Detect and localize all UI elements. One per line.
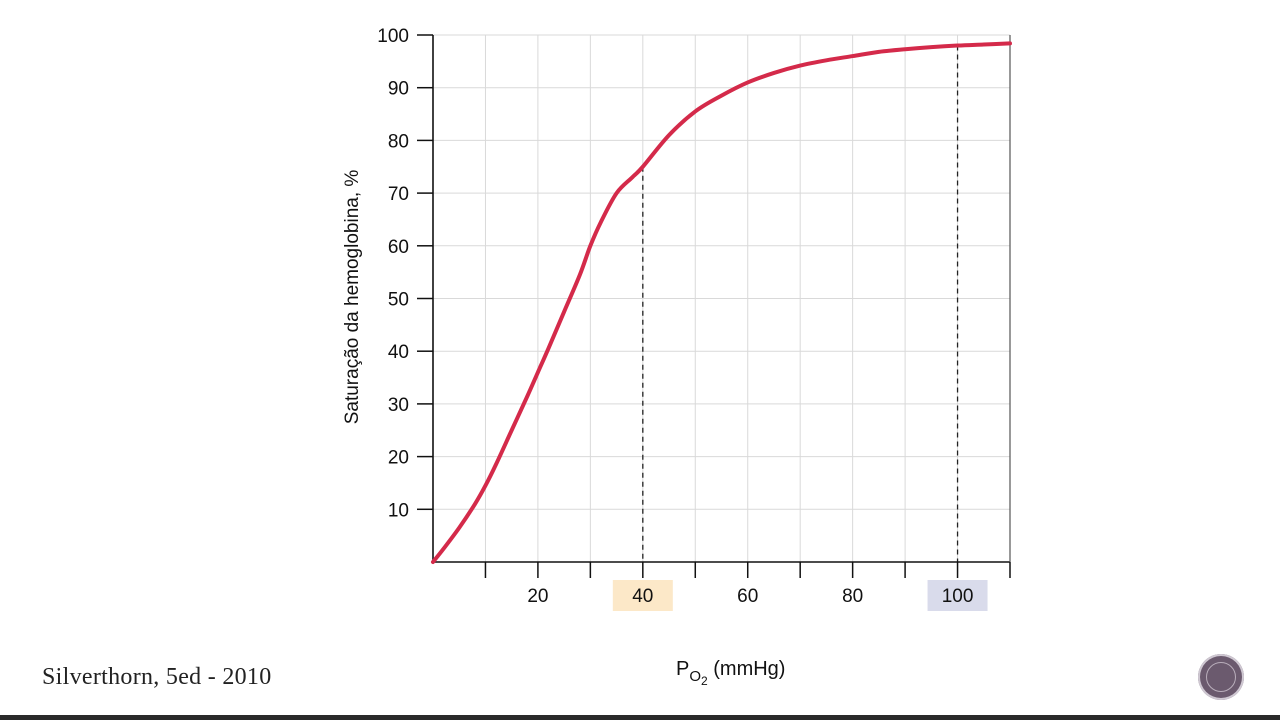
series [431, 41, 1012, 564]
y-tick-label: 40 [388, 342, 409, 363]
y-tick-label: 50 [388, 290, 409, 311]
y-tick-label: 10 [388, 500, 409, 521]
y-tick-label: 100 [377, 26, 409, 47]
y-tick-label: 90 [388, 79, 409, 100]
tick-labels: 10 20 30 40 50 60 70 80 90 100 20 40 60 80 100 [377, 26, 973, 607]
grid [433, 34, 1011, 562]
reference-lines [642, 45, 959, 562]
x-tick-label: 20 [527, 586, 548, 607]
axes [417, 34, 1011, 578]
x-tick-label: 40 [632, 586, 653, 607]
x-tick-label: 80 [842, 586, 863, 607]
x-axis-label-sub: O [689, 668, 701, 685]
x-axis-label-unit: (mmHg) [708, 658, 786, 680]
x-tick-label: 60 [737, 586, 758, 607]
bottom-divider [0, 715, 1280, 720]
seal-logo-ring [1206, 662, 1236, 692]
series-line [431, 41, 1012, 564]
y-axis-label: Saturação da hemoglobina, % [342, 170, 363, 425]
seal-logo-icon [1198, 654, 1244, 700]
y-tick-label: 20 [388, 448, 409, 469]
y-tick-label: 60 [388, 237, 409, 258]
x-axis-label-main: P [676, 658, 689, 680]
y-tick-label: 30 [388, 395, 409, 416]
x-tick-label: 100 [942, 586, 974, 607]
x-axis-label: PO2 (mmHg) [676, 658, 785, 688]
y-tick-label: 70 [388, 184, 409, 205]
tick-highlight-100 [927, 580, 988, 611]
tick-highlight-40 [612, 580, 673, 611]
y-tick-label: 80 [388, 131, 409, 152]
tick-highlights [612, 580, 988, 611]
citation: Silverthorn, 5ed - 2010 [42, 664, 272, 690]
x-axis-label-subsub: 2 [701, 674, 708, 688]
